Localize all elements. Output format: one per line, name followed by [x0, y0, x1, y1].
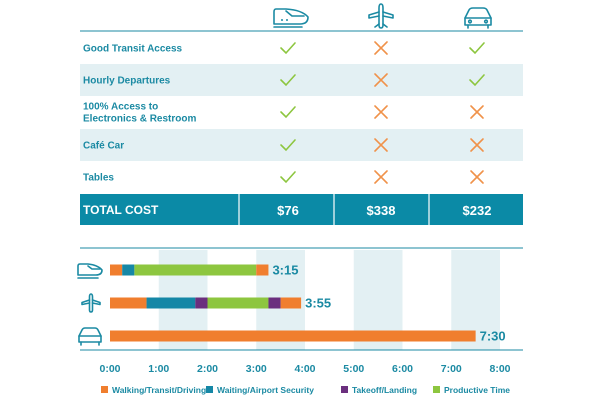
total-cost-value: $76: [277, 203, 299, 218]
check-icon: [280, 139, 296, 152]
car-icon: [464, 7, 492, 29]
table-row: Café Car: [80, 129, 523, 161]
cross-icon: [470, 170, 484, 184]
legend-item: Waiting/Airport Security: [206, 385, 314, 395]
x-tick-label: 4:00: [294, 363, 315, 375]
legend-label: Walking/Transit/Driving: [112, 385, 206, 395]
bar-segment: [207, 297, 269, 309]
x-tick-label: 7:00: [441, 363, 462, 375]
travel-time-chart: 0:00 1:00 2:00 3:00 4:00 5:00 6:00 7:00 8:00 3:15…: [77, 247, 523, 395]
train-icon: [77, 263, 103, 279]
cross-icon: [374, 41, 388, 55]
total-cost-value: $338: [367, 203, 396, 218]
x-tick-label: 6:00: [392, 363, 413, 375]
bar-segment: [268, 297, 281, 309]
x-tick-label: 5:00: [343, 363, 364, 375]
row-band: [80, 129, 523, 161]
row-label: 100% Access to: [83, 102, 158, 113]
bar-segment: [110, 330, 476, 342]
table-row: Hourly Departures: [80, 64, 523, 96]
legend-item: Walking/Transit/Driving: [101, 385, 206, 395]
legend-label: Takeoff/Landing: [352, 385, 417, 395]
check-icon: [280, 106, 296, 119]
cross-icon: [374, 170, 388, 184]
x-tick-label: 1:00: [148, 363, 169, 375]
duration-label: 3:15: [272, 263, 298, 278]
legend-swatch: [206, 386, 213, 393]
legend-swatch: [101, 386, 108, 393]
x-tick-label: 0:00: [99, 363, 120, 375]
total-band: [80, 194, 523, 225]
legend-label: Waiting/Airport Security: [217, 385, 314, 395]
table-row: Good Transit Access: [83, 41, 485, 55]
duration-label: 7:30: [480, 329, 506, 344]
legend-swatch: [341, 386, 348, 393]
check-icon: [469, 42, 485, 55]
duration-label: 3:55: [305, 296, 331, 311]
row-label: Tables: [83, 173, 114, 184]
legend-swatch: [433, 386, 440, 393]
bar-segment: [256, 264, 269, 276]
cross-icon: [374, 138, 388, 152]
row-band: [80, 64, 523, 96]
cross-icon: [470, 105, 484, 119]
bar-segment: [195, 297, 208, 309]
check-icon: [469, 74, 485, 87]
row-label: Electronics & Restroom: [83, 114, 196, 125]
bar-segment: [146, 297, 196, 309]
table-row: Tables: [83, 170, 484, 184]
x-tick-label: 3:00: [246, 363, 267, 375]
plane-icon: [81, 293, 101, 313]
total-cost-value: $232: [463, 203, 492, 218]
row-label: Good Transit Access: [83, 44, 183, 55]
feature-table: Good Transit Access Hourly Departures 100%…: [80, 41, 523, 225]
bar-segment: [122, 264, 135, 276]
header-icons: [273, 3, 492, 29]
car-icon: [78, 327, 102, 346]
train-icon: [273, 8, 309, 28]
bar-segment: [110, 264, 123, 276]
check-icon: [280, 171, 296, 184]
cross-icon: [374, 73, 388, 87]
total-cost-label: TOTAL COST: [83, 203, 159, 217]
x-tick-label: 2:00: [197, 363, 218, 375]
cross-icon: [470, 138, 484, 152]
bar-segment: [280, 297, 302, 309]
legend-item: Productive Time: [433, 385, 510, 395]
check-icon: [280, 42, 296, 55]
bar-segment: [110, 297, 147, 309]
check-icon: [280, 74, 296, 87]
cross-icon: [374, 105, 388, 119]
legend-item: Takeoff/Landing: [341, 385, 417, 395]
x-tick-label: 8:00: [489, 363, 510, 375]
legend-label: Productive Time: [444, 385, 510, 395]
total-cost-row: TOTAL COST $76 $338 $232: [80, 194, 523, 225]
plane-icon: [368, 3, 394, 29]
row-label: Café Car: [83, 141, 124, 152]
row-label: Hourly Departures: [83, 76, 171, 87]
bar-segment: [134, 264, 257, 276]
